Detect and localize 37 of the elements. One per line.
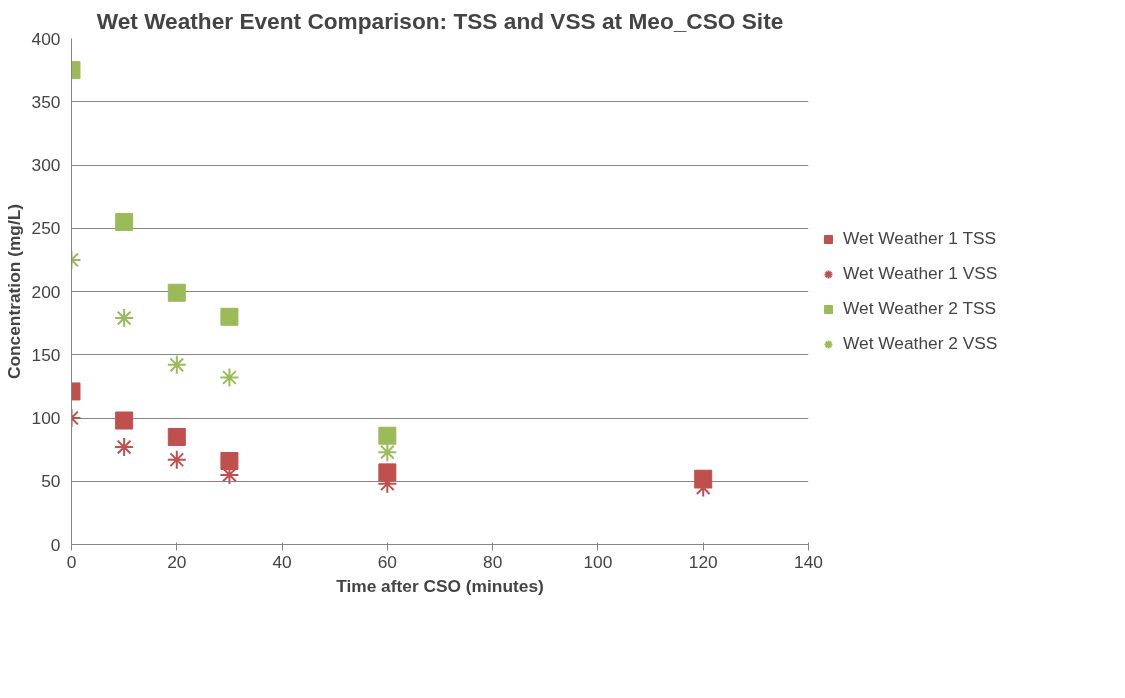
y-tick-label: 400 bbox=[31, 28, 61, 49]
y-tick-label: 350 bbox=[31, 91, 61, 112]
y-tick-label: 200 bbox=[31, 281, 61, 302]
point bbox=[114, 308, 135, 329]
legend-label: Wet Weather 2 TSS bbox=[843, 298, 997, 319]
legend-label: Wet Weather 1 VSS bbox=[843, 263, 998, 284]
point bbox=[115, 411, 134, 430]
y-tick-label: 50 bbox=[41, 471, 61, 492]
y-axis-title: Concentration (mg/L) bbox=[3, 203, 24, 380]
x-tick-label: 20 bbox=[167, 551, 187, 572]
x-tick-label: 140 bbox=[794, 551, 823, 572]
legend-label: Wet Weather 2 VSS bbox=[843, 333, 998, 354]
x-tick-label: 0 bbox=[66, 551, 77, 572]
legend-label: Wet Weather 1 TSS bbox=[843, 228, 997, 249]
point bbox=[115, 212, 134, 231]
point bbox=[377, 442, 398, 463]
point bbox=[219, 367, 240, 388]
point bbox=[114, 437, 135, 458]
y-tick-label: 150 bbox=[31, 344, 61, 365]
x-axis-title: Time after CSO (minutes) bbox=[336, 575, 544, 596]
point bbox=[167, 427, 186, 446]
y-tick-label: 300 bbox=[31, 155, 61, 175]
x-tick-label: 40 bbox=[272, 551, 292, 572]
x-tick-label: 100 bbox=[583, 551, 613, 572]
x-tick-label: 80 bbox=[483, 551, 503, 572]
point bbox=[167, 283, 186, 302]
point bbox=[166, 449, 187, 470]
x-tick-label: 60 bbox=[377, 551, 397, 572]
point bbox=[220, 452, 239, 471]
x-tick-label: 120 bbox=[688, 551, 718, 572]
y-tick-label: 250 bbox=[31, 218, 61, 239]
chart-title: Wet Weather Event Comparison: TSS and VSS at Meo_CSO Site bbox=[96, 7, 784, 34]
y-tick-label: 0 bbox=[50, 534, 61, 555]
point bbox=[378, 426, 397, 445]
point bbox=[220, 307, 239, 326]
y-tick-label: 100 bbox=[31, 408, 61, 428]
point bbox=[166, 354, 187, 375]
